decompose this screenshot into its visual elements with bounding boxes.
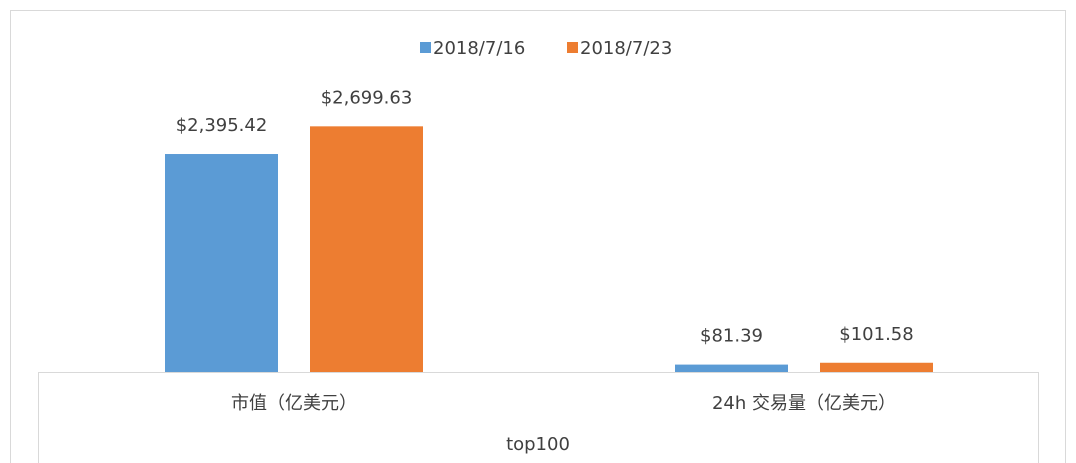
chart-frame: [10, 10, 1066, 463]
legend-label: 2018/7/23: [580, 38, 672, 59]
bar: [165, 154, 278, 372]
bar: [820, 362, 933, 372]
data-label: $2,395.42: [176, 115, 268, 136]
data-label: $2,699.63: [321, 87, 413, 108]
x-tick-label: 市值（亿美元）: [231, 393, 357, 414]
legend-swatch: [420, 42, 431, 53]
data-label: $101.58: [839, 324, 913, 345]
legend-label: 2018/7/16: [433, 38, 525, 59]
bar: [310, 126, 423, 372]
bar: [675, 364, 788, 372]
legend-swatch: [567, 42, 578, 53]
x-tick-label: 24h 交易量（亿美元）: [712, 393, 896, 414]
data-label: $81.39: [700, 326, 763, 347]
group-label: top100: [506, 434, 570, 455]
